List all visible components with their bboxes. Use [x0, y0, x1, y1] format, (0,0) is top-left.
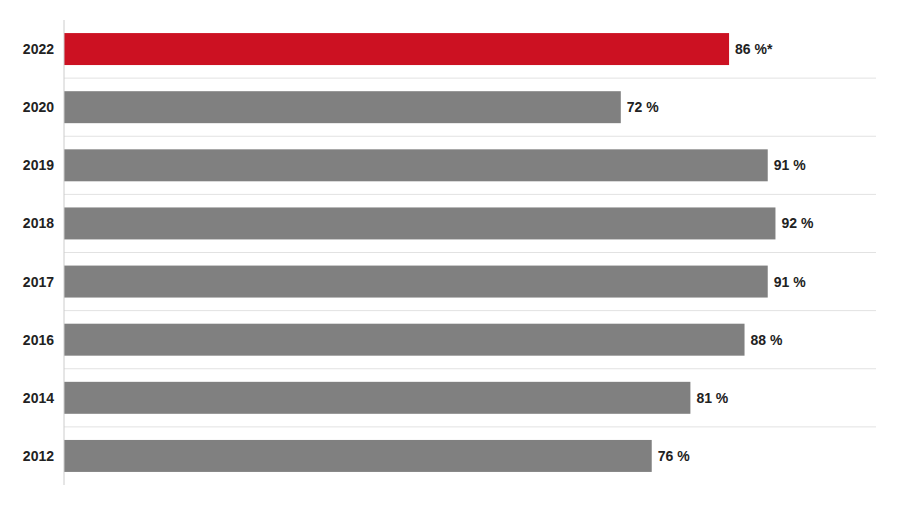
y-tick-label: 2014 — [23, 390, 54, 406]
data-label: 81 % — [696, 390, 728, 406]
y-tick-label: 2022 — [23, 41, 54, 57]
y-tick-label: 2012 — [23, 448, 54, 464]
y-axis-line — [64, 20, 65, 485]
category-separator — [64, 78, 876, 79]
chart-container: 86 %*72 %91 %92 %91 %88 %81 %76 %2022202… — [0, 0, 900, 505]
bar — [64, 33, 729, 65]
category-separator — [64, 368, 876, 369]
data-label: 88 % — [751, 332, 783, 348]
bar — [64, 440, 652, 472]
y-tick-label: 2018 — [23, 215, 54, 231]
bar — [64, 149, 768, 181]
bar — [64, 324, 745, 356]
bars — [64, 33, 775, 472]
separators — [64, 78, 876, 427]
category-separator — [64, 136, 876, 137]
data-label: 86 %* — [735, 41, 773, 57]
category-separator — [64, 252, 876, 253]
data-label: 92 % — [781, 215, 813, 231]
y-tick-label: 2017 — [23, 274, 54, 290]
category-separator — [64, 194, 876, 195]
y-tick-labels: 2022 2020 2019 2018 2017 2016 2014 2012 — [23, 41, 54, 464]
category-separator — [64, 426, 876, 427]
bar — [64, 382, 690, 414]
data-label: 72 % — [627, 99, 659, 115]
data-labels: 86 %* 72 % 91 % 92 % 91 % 88 % 81 % 76 % — [627, 41, 814, 464]
bar — [64, 266, 768, 298]
bar — [64, 207, 775, 239]
category-separator — [64, 310, 876, 311]
bar — [64, 91, 621, 123]
y-tick-label: 2016 — [23, 332, 54, 348]
data-label: 91 % — [774, 274, 806, 290]
chart-svg: 86 %*72 %91 %92 %91 %88 %81 %76 %2022202… — [0, 0, 900, 505]
y-tick-label: 2020 — [23, 99, 54, 115]
data-label: 91 % — [774, 157, 806, 173]
data-label: 76 % — [658, 448, 690, 464]
y-tick-label: 2019 — [23, 157, 54, 173]
